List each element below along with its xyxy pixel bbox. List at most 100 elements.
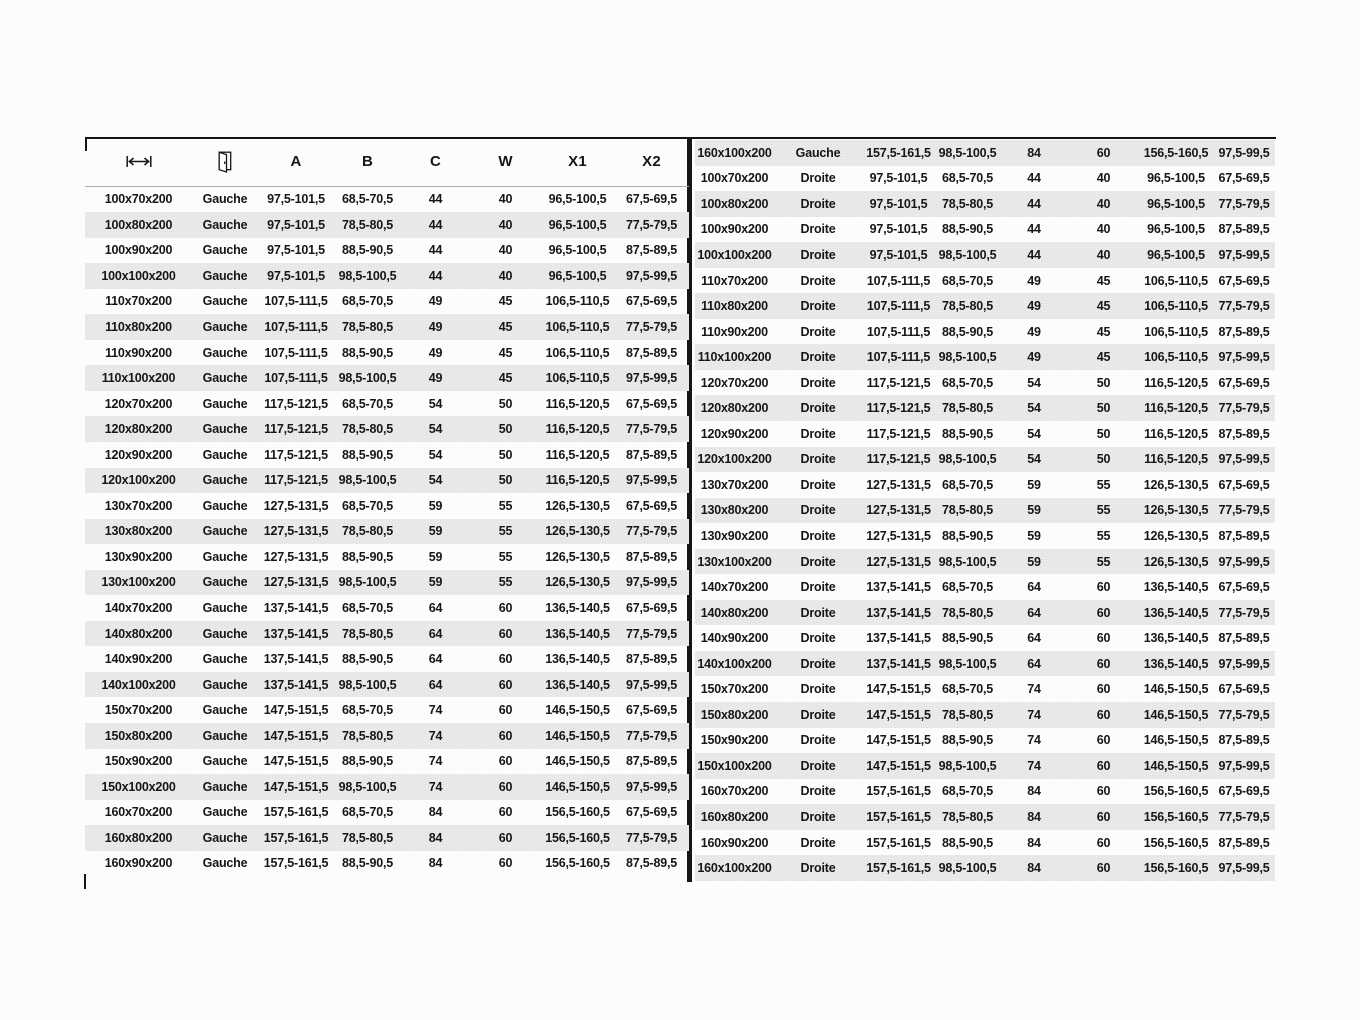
value-a-cell: 127,5-131,5 — [866, 554, 931, 569]
value-x2-cell: 97,5-99,5 — [1218, 554, 1270, 569]
value-x1-cell: 156,5-160,5 — [545, 805, 610, 820]
value-x2-cell: 77,5-79,5 — [1218, 503, 1270, 518]
value-x2-cell: 77,5-79,5 — [625, 728, 678, 743]
value-x1-cell: 126,5-130,5 — [1143, 554, 1209, 569]
value-w-cell: 60 — [1096, 145, 1111, 160]
value-x2-cell: 67,5-69,5 — [625, 294, 678, 309]
value-c-cell: 59 — [1027, 528, 1041, 543]
value-c-cell: 84 — [428, 805, 443, 820]
value-x1-cell: 156,5-160,5 — [545, 856, 610, 871]
value-x2-cell: 87,5-89,5 — [1218, 528, 1270, 543]
value-c-cell: 64 — [1027, 656, 1041, 671]
value-w-cell: 55 — [498, 575, 513, 590]
value-c-cell: 59 — [428, 524, 443, 539]
value-x1-cell: 106,5-110,5 — [1144, 299, 1208, 314]
side-cell: Gauche — [202, 549, 248, 564]
value-a-cell: 137,5-141,5 — [263, 677, 329, 692]
value-w-cell: 45 — [1096, 299, 1111, 314]
size-cell: 140x100x200 — [697, 656, 772, 671]
value-x2-cell: 87,5-89,5 — [625, 243, 678, 258]
value-w-cell: 60 — [498, 677, 513, 692]
table-row: 100x80x200 Gauche 97,5-101,5 78,5-80,5 4… — [85, 212, 689, 238]
size-cell: 160x70x200 — [700, 784, 769, 799]
size-cell: 120x90x200 — [104, 447, 173, 462]
value-a-cell: 107,5-111,5 — [866, 273, 931, 288]
table-row: 140x80x200 Droite 137,5-141,5 78,5-80,5 … — [695, 599, 1275, 626]
value-x1-cell: 126,5-130,5 — [1143, 503, 1209, 518]
value-c-cell: 74 — [1027, 682, 1041, 697]
value-x2-cell: 87,5-89,5 — [1218, 426, 1270, 441]
size-cell: 160x80x200 — [104, 830, 173, 845]
value-w-cell: 50 — [498, 422, 513, 437]
value-x1-cell: 146,5-150,5 — [545, 728, 610, 743]
value-a-cell: 157,5-161,5 — [866, 835, 931, 850]
side-cell: Droite — [800, 477, 836, 492]
size-cell: 100x90x200 — [700, 222, 769, 237]
table-row: 150x100x200 Droite 147,5-151,5 98,5-100,… — [695, 753, 1275, 779]
value-a-cell: 147,5-151,5 — [263, 779, 329, 794]
side-cell: Gauche — [202, 371, 248, 386]
value-x2-cell: 77,5-79,5 — [1218, 299, 1270, 314]
value-a-cell: 97,5-101,5 — [267, 243, 325, 258]
size-cell: 120x80x200 — [700, 401, 769, 416]
value-a-cell: 97,5-101,5 — [869, 171, 928, 186]
value-x1-cell: 126,5-130,5 — [545, 549, 610, 564]
value-a-cell: 127,5-131,5 — [866, 477, 931, 492]
size-cell: 160x100x200 — [697, 145, 772, 160]
value-x1-cell: 126,5-130,5 — [545, 575, 610, 590]
value-x2-cell: 67,5-69,5 — [1218, 784, 1270, 799]
value-c-cell: 74 — [428, 779, 443, 794]
side-cell: Droite — [800, 426, 836, 441]
value-x1-cell: 126,5-130,5 — [1143, 477, 1209, 492]
size-cell: 150x100x200 — [697, 758, 772, 773]
value-w-cell: 60 — [498, 779, 513, 794]
side-cell: Droite — [800, 401, 836, 416]
value-x2-cell: 87,5-89,5 — [625, 856, 678, 871]
value-b-cell: 78,5-80,5 — [341, 728, 394, 743]
value-b-cell: 78,5-80,5 — [341, 320, 394, 334]
value-b-cell: 68,5-70,5 — [341, 396, 394, 411]
value-b-cell: 78,5-80,5 — [341, 422, 394, 437]
table-row: 140x90x200 Gauche 137,5-141,5 88,5-90,5 … — [85, 646, 689, 672]
table-row: 140x90x200 Droite 137,5-141,5 88,5-90,5 … — [695, 625, 1275, 651]
door-icon — [192, 151, 258, 173]
value-x2-cell: 87,5-89,5 — [625, 652, 678, 667]
value-x2-cell: 77,5-79,5 — [1218, 809, 1270, 824]
value-x2-cell: 67,5-69,5 — [1218, 682, 1270, 697]
value-x2-cell: 77,5-79,5 — [625, 320, 678, 334]
table-row: 130x80x200 Droite 127,5-131,5 78,5-80,5 … — [695, 497, 1275, 524]
value-x1-cell: 116,5-120,5 — [545, 447, 610, 462]
dimensions-table-right: 160x100x200 Gauche 157,5-161,5 98,5-100,… — [695, 140, 1275, 881]
value-c-cell: 54 — [1027, 426, 1041, 441]
value-b-cell: 68,5-70,5 — [941, 580, 994, 595]
value-b-cell: 78,5-80,5 — [941, 809, 994, 824]
value-c-cell: 59 — [428, 575, 443, 590]
value-w-cell: 55 — [1096, 528, 1111, 543]
value-x2-cell: 97,5-99,5 — [1218, 758, 1270, 773]
size-cell: 130x80x200 — [104, 524, 173, 539]
value-b-cell: 78,5-80,5 — [941, 605, 994, 620]
side-cell: Droite — [800, 171, 836, 186]
value-a-cell: 147,5-151,5 — [866, 707, 931, 722]
value-x1-cell: 156,5-160,5 — [1143, 861, 1209, 876]
value-a-cell: 117,5-121,5 — [866, 452, 931, 467]
value-c-cell: 74 — [1027, 758, 1041, 773]
value-c-cell: 59 — [1027, 503, 1041, 518]
value-x2-cell: 87,5-89,5 — [1218, 222, 1270, 237]
table-row: 110x100x200 Gauche 107,5-111,5 98,5-100,… — [85, 365, 689, 391]
value-x2-cell: 97,5-99,5 — [1218, 145, 1270, 160]
value-x1-cell: 116,5-120,5 — [1144, 375, 1208, 390]
value-a-cell: 127,5-131,5 — [263, 575, 329, 590]
value-x2-cell: 97,5-99,5 — [1218, 350, 1270, 365]
size-cell: 120x70x200 — [104, 396, 173, 411]
value-b-cell: 98,5-100,5 — [338, 473, 397, 488]
side-cell: Droite — [800, 299, 836, 314]
value-b-cell: 88,5-90,5 — [341, 549, 394, 564]
column-header-w: W — [498, 153, 513, 171]
side-cell: Gauche — [202, 524, 248, 539]
value-a-cell: 117,5-121,5 — [264, 396, 328, 411]
table-top-border — [85, 137, 1276, 139]
column-divider — [687, 139, 692, 882]
side-cell: Droite — [800, 324, 836, 339]
value-w-cell: 50 — [498, 447, 513, 462]
